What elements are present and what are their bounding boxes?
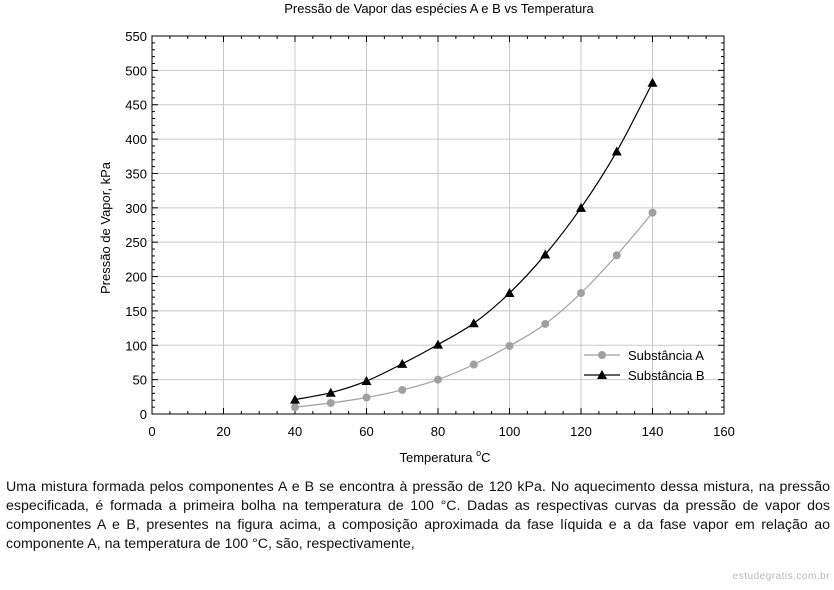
x-tick-label: 100 xyxy=(499,424,521,439)
y-tick-label: 0 xyxy=(140,407,147,422)
vapor-pressure-chart: 0 20 40 60 80 100 120 140 160 0 50 100 150 200 250 300 3… xyxy=(98,29,735,465)
series-b-point xyxy=(290,394,300,404)
x-tick-label: 160 xyxy=(713,424,735,439)
series-b-point xyxy=(540,249,551,259)
y-tick-label: 50 xyxy=(133,373,147,388)
legend-item-a-label: Substância A xyxy=(628,348,704,363)
series-a-point xyxy=(362,393,371,402)
series-b-point xyxy=(576,202,586,212)
watermark: estudegratis.com.br xyxy=(732,571,830,582)
series-a-point xyxy=(612,251,621,260)
legend-item-b-marker xyxy=(597,370,607,379)
legend-item-b: Substância B xyxy=(584,368,705,383)
x-tick-label: 40 xyxy=(288,424,302,439)
x-tick-label: 80 xyxy=(431,424,445,439)
series-a-point xyxy=(648,208,657,217)
y-tick-label: 100 xyxy=(125,338,147,353)
series-a-point xyxy=(577,289,585,298)
series-b-point xyxy=(468,318,479,328)
y-axis-label: Pressão de Vapor, kPa xyxy=(98,161,113,294)
legend: Substância A Substância B xyxy=(584,348,705,383)
chart-title: Pressão de Vapor das espécies A e B vs T… xyxy=(284,1,594,16)
series-a-point xyxy=(505,341,514,350)
series-a-point xyxy=(541,319,550,328)
y-tick-label: 550 xyxy=(125,29,147,44)
series-a-point xyxy=(398,385,407,394)
y-tick-label: 300 xyxy=(125,201,147,216)
series-a-point xyxy=(434,375,442,384)
x-tick-label: 120 xyxy=(570,424,592,439)
series-a xyxy=(291,208,657,412)
series-b-point xyxy=(433,339,443,349)
series-b-point xyxy=(361,376,372,386)
y-tick-label: 150 xyxy=(125,304,147,319)
x-tick-label: 20 xyxy=(216,424,230,439)
x-tick-label: 0 xyxy=(148,424,155,439)
series-b xyxy=(290,77,658,404)
y-tick-label: 500 xyxy=(125,63,147,78)
y-tick-label: 350 xyxy=(125,166,147,181)
legend-item-b-label: Substância B xyxy=(628,368,705,383)
y-tick-label: 200 xyxy=(125,270,147,285)
legend-item-a-marker xyxy=(598,351,606,359)
axes: 0 20 40 60 80 100 120 140 160 0 50 100 150 200 250 300 3… xyxy=(98,29,735,465)
series-b-point xyxy=(647,77,658,87)
y-tick-label: 250 xyxy=(125,235,147,250)
series-b-line xyxy=(294,82,654,401)
y-tick-label: 400 xyxy=(125,132,147,147)
question-text: Uma mistura formada pelos componentes A … xyxy=(6,479,830,552)
series-a-point xyxy=(469,360,478,369)
x-tick-label: 140 xyxy=(642,424,664,439)
series-group xyxy=(290,77,658,412)
series-b-point xyxy=(504,288,515,298)
x-axis-label: Temperatura oC xyxy=(400,448,491,465)
series-b-point xyxy=(611,146,622,156)
series-b-point xyxy=(397,358,408,368)
x-tick-label: 60 xyxy=(359,424,373,439)
series-a-point xyxy=(326,399,335,408)
y-tick-label: 450 xyxy=(125,98,147,113)
series-b-point xyxy=(325,387,336,397)
legend-item-a: Substância A xyxy=(584,348,704,363)
series-a-point xyxy=(291,403,299,412)
